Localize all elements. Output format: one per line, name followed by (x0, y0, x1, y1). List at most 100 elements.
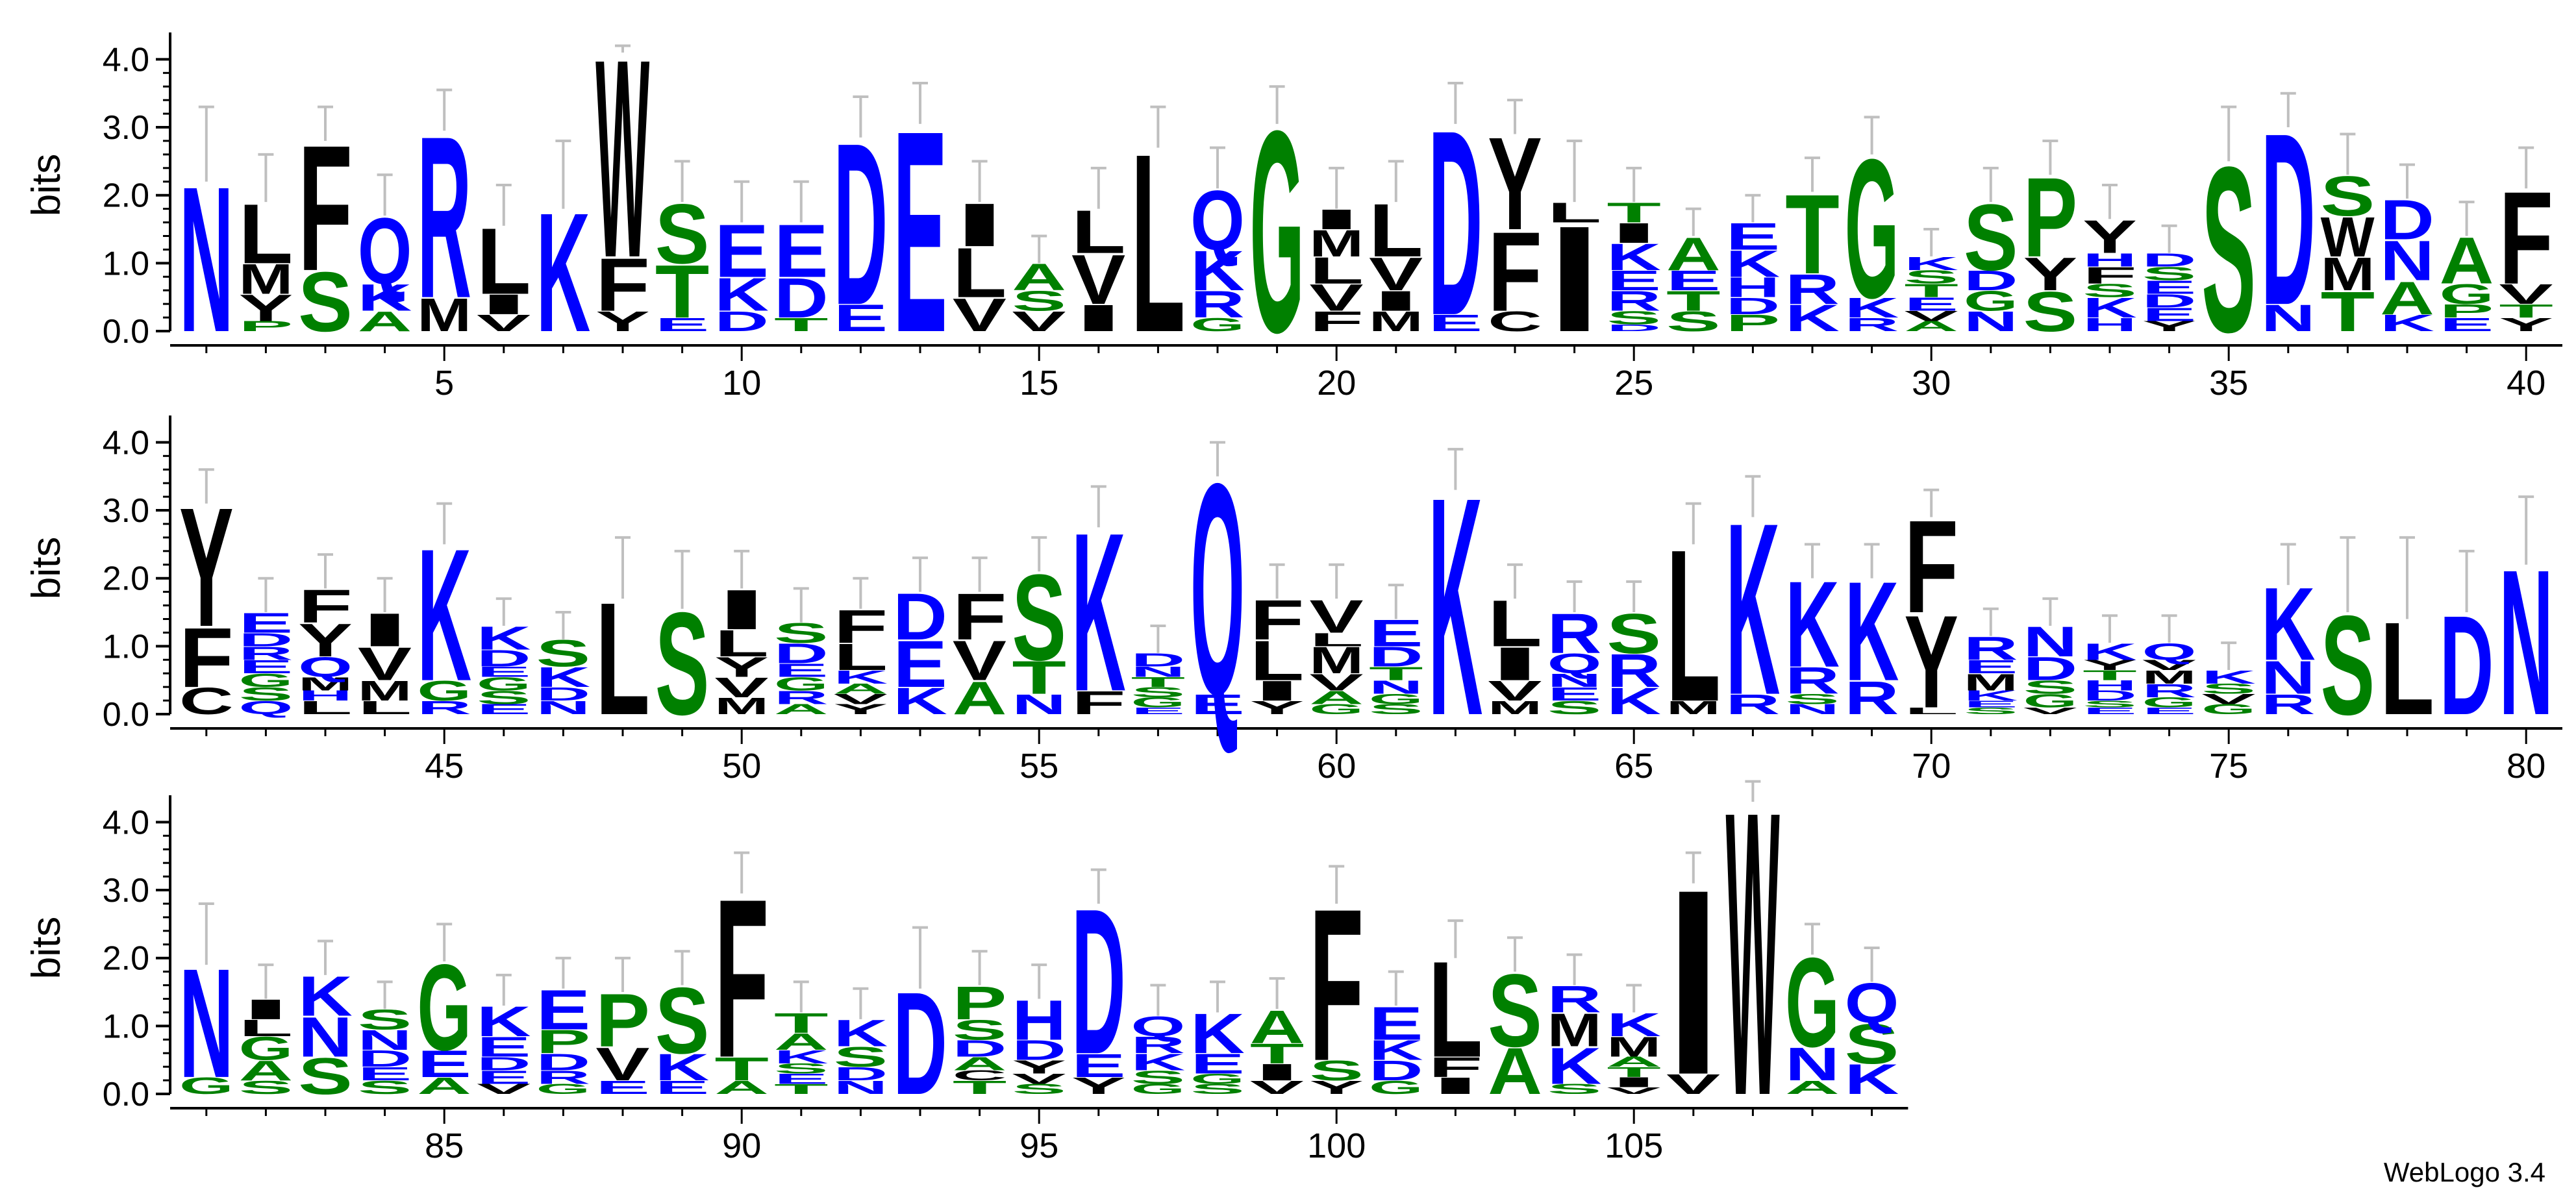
letter-T-pos-91: T (774, 1081, 829, 1097)
logo-column-1: N (179, 105, 234, 375)
letter-K-pos-89: K (655, 1047, 710, 1089)
y-tick-label: 3.0 (103, 872, 149, 910)
letter-R-pos-76: R (2261, 689, 2316, 721)
letter-E-pos-61: E (1369, 612, 1423, 654)
y-tick-label: 4.0 (103, 424, 149, 462)
logo-column-32: SYP (2023, 139, 2078, 343)
letter-M-pos-63: M (1488, 697, 1542, 719)
letter-I-pos-6: I (477, 288, 531, 320)
letter-K-pos-75: K (2201, 667, 2256, 688)
x-tick-label: 25 (1614, 364, 1653, 403)
letter-M-pos-5: M (417, 288, 471, 341)
logo-column-81: GN (179, 902, 234, 1110)
letter-E-pos-58: E (1190, 689, 1245, 721)
x-tick-label: 20 (1317, 364, 1356, 403)
letter-G-pos-74: G (2142, 695, 2197, 710)
letter-K-pos-73: K (2082, 639, 2137, 665)
letter-R-pos-29: R (1845, 314, 1899, 335)
x-tick-label: 40 (2507, 364, 2545, 403)
letter-R-pos-28: R (1785, 266, 1840, 313)
letter-F-pos-20: F (1309, 305, 1364, 337)
letter-M-pos-43: M (298, 673, 353, 695)
logo-column-90: ATF (714, 851, 769, 1105)
letter-D-pos-93: D (893, 961, 947, 1125)
logo-column-24: IL (1547, 139, 1602, 363)
letter-L-pos-48: L (595, 569, 650, 749)
letter-L-pos-24: L (1547, 197, 1602, 229)
letter-H-pos-73: H (2082, 678, 2137, 693)
letter-A-pos-103: A (1488, 1035, 1542, 1109)
y-tick-label: 1.0 (103, 245, 149, 282)
letter-G-pos-19: G (1250, 71, 1305, 393)
logo-column-54: AVF (953, 556, 1007, 725)
letter-N-pos-47: N (536, 697, 591, 718)
letter-D-pos-11: D (774, 266, 829, 330)
logo-column-58: EQ (1190, 420, 1245, 758)
letter-N-pos-36: N (2261, 297, 2316, 340)
x-tick-label: 75 (2209, 747, 2248, 786)
letter-G-pos-61: G (1369, 691, 1423, 707)
letter-W-pos-107: W (1726, 726, 1781, 1180)
letter-L-pos-102: L (1429, 932, 1483, 1085)
logo-column-93: D (893, 926, 947, 1125)
letter-R-pos-87: R (536, 1067, 591, 1087)
logo-column-53: KED (893, 556, 947, 723)
letter-Y-pos-41: Y (179, 473, 234, 662)
logo-column-11: TDE (774, 180, 829, 335)
letter-N-pos-108: N (1785, 1038, 1840, 1090)
letter-S-pos-95: S (1012, 1082, 1066, 1097)
letter-D-pos-36: D (2261, 82, 2316, 356)
letter-G-pos-98: G (1190, 1071, 1245, 1087)
letter-K-pos-97: K (1131, 1049, 1186, 1076)
letter-Q-pos-18: Q (1190, 173, 1245, 267)
letter-K-pos-109: K (1845, 1056, 1899, 1103)
letter-S-pos-68: S (1785, 691, 1840, 707)
letter-A-pos-99: A (1250, 1001, 1305, 1053)
letter-S-pos-84: S (358, 1004, 412, 1035)
letter-F-pos-3: F (298, 108, 353, 308)
letter-V-pos-74: V (2142, 657, 2197, 673)
letter-V-pos-63: V (1488, 675, 1542, 706)
letter-Q-pos-64: Q (1547, 648, 1602, 679)
letter-Y-pos-95: Y (1012, 1057, 1066, 1078)
x-tick-label: 45 (425, 747, 464, 786)
letter-P-pos-32: P (2023, 155, 2078, 281)
letter-H-pos-33: H (2082, 314, 2137, 335)
letter-K-pos-45: K (417, 510, 471, 721)
letter-D-pos-84: D (358, 1046, 412, 1072)
letter-G-pos-29: G (1845, 119, 1899, 340)
letter-P-pos-39: P (2440, 301, 2494, 321)
letter-M-pos-21: M (1369, 306, 1423, 337)
logo-column-66: ML (1666, 502, 1721, 747)
letter-D-pos-79: D (2440, 586, 2494, 745)
logo-column-100: YSF (1309, 865, 1364, 1107)
letter-R-pos-68: R (1785, 660, 1840, 702)
letter-E-pos-85: E (417, 1043, 471, 1085)
letter-K-pos-30: K (1904, 253, 1958, 274)
letter-N-pos-68: N (1785, 701, 1840, 717)
letter-V-pos-14: V (953, 289, 1007, 341)
letter-Y-pos-23: Y (1488, 110, 1542, 258)
logo-column-69: RK (1845, 543, 1899, 725)
letter-E-pos-86: E (477, 1067, 531, 1087)
letter-S-pos-83: S (298, 1048, 353, 1106)
letter-G-pos-31: G (1964, 286, 2018, 317)
logo-column-102: IFL (1429, 919, 1483, 1099)
logo-column-109: KSQ (1845, 947, 1899, 1103)
letter-V-pos-50: V (714, 671, 768, 703)
letter-V-pos-60: V (1309, 669, 1363, 695)
logo-column-35: S (2201, 105, 2256, 382)
letter-F-pos-52: F (834, 601, 888, 653)
letter-I-pos-25: I (1607, 217, 1661, 249)
